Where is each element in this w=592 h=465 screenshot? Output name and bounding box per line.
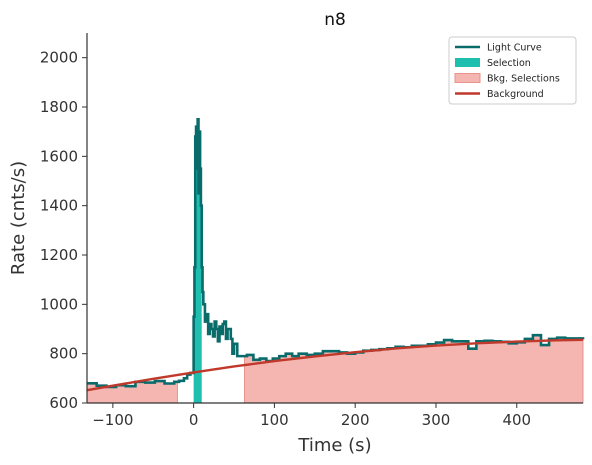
y-tick-label: 1200 <box>40 246 78 264</box>
y-tick-label: 1800 <box>40 98 78 116</box>
y-axis-label: Rate (cnts/s) <box>8 161 29 275</box>
legend: Light Curve Selection Bkg. Selections Backg… <box>448 36 577 105</box>
x-tick-label: 300 <box>422 411 451 429</box>
y-tick-label: 800 <box>49 345 78 363</box>
y-tick-label: 2000 <box>40 49 78 67</box>
legend-swatch <box>454 73 481 83</box>
x-tick-label: 100 <box>260 411 289 429</box>
x-tick-label: −100 <box>92 411 133 429</box>
y-tick-label: 1400 <box>40 197 78 215</box>
y-tick-label: 600 <box>49 394 78 412</box>
x-tick-label: 0 <box>189 411 199 429</box>
legend-label: Selection <box>487 58 531 69</box>
background-model-layer <box>86 338 584 392</box>
legend-frame <box>448 36 577 105</box>
x-axis-label: Time (s) <box>297 435 371 456</box>
x-tick-label: 200 <box>341 411 370 429</box>
legend-swatch <box>455 58 480 67</box>
y-ticks: 600 800 1000 1200 1400 1600 1800 2000 <box>40 49 87 412</box>
light-curve-series <box>87 118 585 389</box>
chart-title: n8 <box>324 10 346 30</box>
background-model-series <box>86 338 584 392</box>
y-tick-label: 1000 <box>40 295 78 313</box>
legend-label: Background <box>487 89 544 100</box>
x-tick-label: 400 <box>502 411 531 429</box>
light-curve-layer <box>87 118 585 389</box>
x-ticks: −100 0 100 200 300 400 <box>92 403 531 429</box>
legend-label: Light Curve <box>487 43 542 54</box>
y-tick-label: 1600 <box>40 147 78 165</box>
legend-items: Light Curve Selection Bkg. Selections Backg… <box>454 43 560 100</box>
legend-label: Bkg. Selections <box>487 74 560 85</box>
bkg-selection-layer <box>86 334 584 404</box>
